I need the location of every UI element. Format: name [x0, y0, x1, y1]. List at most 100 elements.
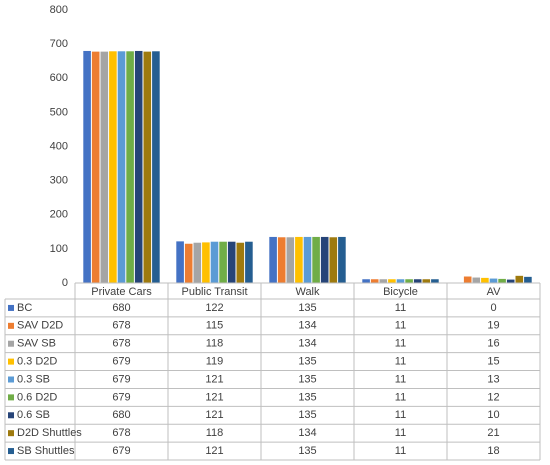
bar	[152, 51, 160, 284]
table-value: 134	[298, 338, 316, 350]
bar	[236, 242, 245, 283]
bar	[320, 236, 329, 283]
table-value: 678	[112, 338, 130, 350]
legend-swatch	[8, 304, 14, 311]
legend-swatch	[8, 394, 14, 401]
table-value: 11	[395, 356, 406, 368]
bar	[379, 279, 388, 283]
y-tick-label: 800	[50, 4, 68, 16]
y-tick-label: 700	[50, 38, 68, 50]
table-value: 134	[298, 427, 316, 439]
legend-label: 0.3 SB	[17, 373, 50, 385]
table-value: 11	[395, 320, 406, 332]
table-value: 11	[395, 373, 406, 385]
y-tick-label: 200	[50, 209, 68, 221]
table-value: 679	[112, 356, 130, 368]
table-value: 11	[395, 391, 406, 403]
table-value: 11	[395, 338, 406, 350]
y-tick-label: 300	[50, 175, 68, 187]
legend-label: 0.6 SB	[17, 409, 50, 421]
table-value: 121	[205, 373, 223, 385]
x-tick-label: Private Cars	[91, 286, 152, 298]
table-value: 11	[395, 409, 406, 421]
bar	[370, 279, 379, 283]
legend-label: 0.3 D2D	[17, 356, 57, 368]
legend-label: 0.6 D2D	[17, 391, 57, 403]
bar	[219, 241, 227, 283]
bar	[498, 278, 506, 283]
bar	[193, 242, 202, 283]
legend-label: BC	[17, 302, 32, 314]
bar	[489, 278, 498, 283]
bar	[210, 241, 219, 283]
bar	[463, 276, 472, 283]
table-value: 121	[205, 445, 223, 457]
table-value: 0	[490, 302, 496, 314]
bar	[524, 276, 532, 283]
x-tick-label: Public Transit	[181, 286, 247, 298]
legend-label: D2D Shuttles	[17, 427, 82, 439]
bar	[269, 236, 277, 283]
y-tick-label: 400	[50, 140, 68, 152]
table-value: 118	[206, 427, 224, 439]
bar	[362, 279, 370, 283]
table-value: 121	[205, 409, 223, 421]
table-value: 11	[395, 445, 406, 457]
bar	[83, 50, 91, 284]
bar	[143, 51, 152, 283]
bar	[117, 51, 126, 284]
table-value: 11	[395, 427, 406, 439]
x-tick-label: AV	[487, 286, 502, 298]
bar	[184, 243, 193, 283]
bar	[277, 237, 286, 283]
table-value: 18	[487, 445, 499, 457]
table-value: 122	[205, 302, 223, 314]
bar	[515, 275, 524, 283]
table-value: 119	[206, 356, 224, 368]
table-value: 135	[298, 445, 316, 457]
table-value: 135	[298, 356, 316, 368]
table-value: 679	[112, 445, 130, 457]
bar	[134, 50, 143, 284]
table-value: 135	[298, 373, 316, 385]
bar	[312, 236, 320, 283]
table-value: 21	[487, 427, 499, 439]
table-value: 679	[112, 373, 130, 385]
table-value: 15	[487, 356, 499, 368]
bar	[405, 279, 413, 283]
legend-label: SAV SB	[17, 338, 56, 350]
table-value: 135	[298, 409, 316, 421]
bar	[303, 236, 312, 283]
legend-swatch	[8, 358, 14, 365]
bar	[109, 51, 117, 284]
table-value: 679	[112, 391, 130, 403]
bar	[472, 277, 481, 283]
bar	[91, 51, 100, 283]
table-value: 10	[487, 409, 499, 421]
legend-swatch	[8, 322, 14, 329]
bar	[100, 51, 109, 283]
table-value: 13	[487, 373, 499, 385]
bar	[295, 236, 303, 283]
legend-swatch	[8, 376, 14, 383]
bar	[431, 279, 439, 283]
bar	[338, 236, 346, 283]
y-tick-label: 600	[50, 72, 68, 84]
bar	[329, 237, 338, 283]
table-value: 678	[112, 427, 130, 439]
legend-label: SB Shuttles	[17, 445, 75, 457]
legend-swatch	[8, 412, 14, 419]
legend-swatch	[8, 448, 14, 455]
table-value: 19	[487, 320, 499, 332]
bar	[388, 279, 396, 283]
table-value: 115	[206, 320, 224, 332]
table-value: 678	[112, 320, 130, 332]
bar	[176, 241, 184, 283]
table-value: 118	[206, 338, 224, 350]
table-value: 135	[298, 391, 316, 403]
table-value: 12	[487, 391, 499, 403]
table-value: 134	[298, 320, 316, 332]
table-value: 680	[112, 409, 130, 421]
bar	[245, 241, 253, 283]
